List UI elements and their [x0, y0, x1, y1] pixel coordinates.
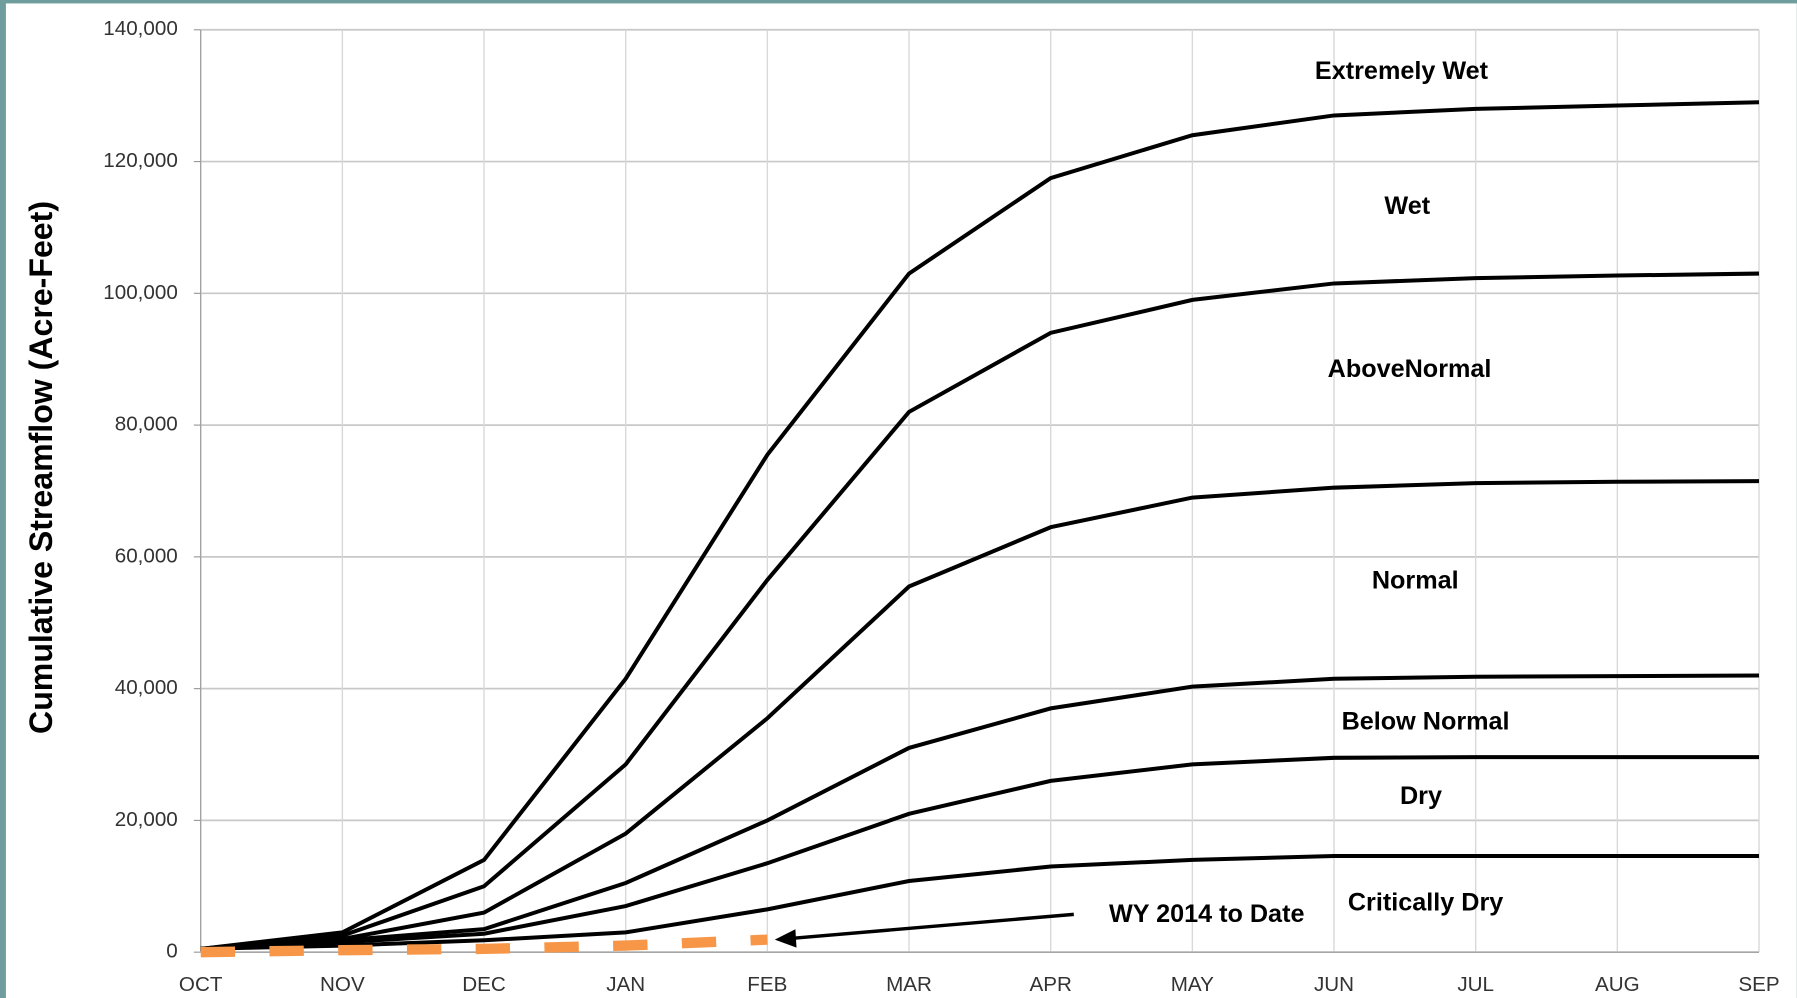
annotation: Extremely Wet [1315, 57, 1489, 85]
x-tick-label: JUL [1457, 973, 1494, 996]
annotation: WY 2014 to Date [1109, 900, 1305, 928]
y-tick-label: 20,000 [115, 808, 178, 831]
y-tick-label: 140,000 [103, 17, 177, 40]
y-tick-label: 60,000 [115, 544, 178, 567]
arrow-head [774, 929, 797, 948]
x-tick-label: AUG [1595, 973, 1640, 996]
x-tick-label: NOV [320, 973, 365, 996]
x-tick-label: SEP [1738, 973, 1779, 996]
x-tick-label: MAR [886, 973, 932, 996]
background [5, 3, 1797, 998]
y-axis-label: Cumulative Streamflow (Acre-Feet) [23, 201, 59, 734]
line [200, 271, 1760, 951]
y-tick-label: 100,000 [103, 281, 177, 304]
line [200, 853, 1760, 951]
y-tick-label: 40,000 [115, 676, 178, 699]
annotation: Below Normal [1342, 708, 1510, 736]
dashed-line [200, 934, 768, 958]
line [200, 479, 1760, 951]
x-tick-label: APR [1029, 973, 1071, 996]
annotation: Normal [1372, 567, 1459, 595]
y-tick-label: 0 [166, 940, 177, 963]
line [200, 755, 1760, 951]
annotation: Wet [1384, 192, 1430, 220]
annotation: Critically Dry [1348, 889, 1503, 917]
x-tick-label: JAN [606, 973, 645, 996]
arrow-line [790, 912, 1074, 941]
x-tick-label: OCT [179, 973, 223, 996]
y-tick-label: 80,000 [115, 413, 178, 436]
line [200, 673, 1760, 951]
annotation: Dry [1400, 782, 1442, 810]
x-tick-label: MAY [1171, 973, 1214, 996]
x-tick-label: FEB [747, 973, 787, 996]
line [200, 100, 1760, 951]
y-tick-label: 120,000 [103, 149, 177, 172]
annotation: AboveNormal [1328, 355, 1492, 383]
x-tick-label: DEC [462, 973, 506, 996]
x-tick-label: JUN [1314, 973, 1354, 996]
